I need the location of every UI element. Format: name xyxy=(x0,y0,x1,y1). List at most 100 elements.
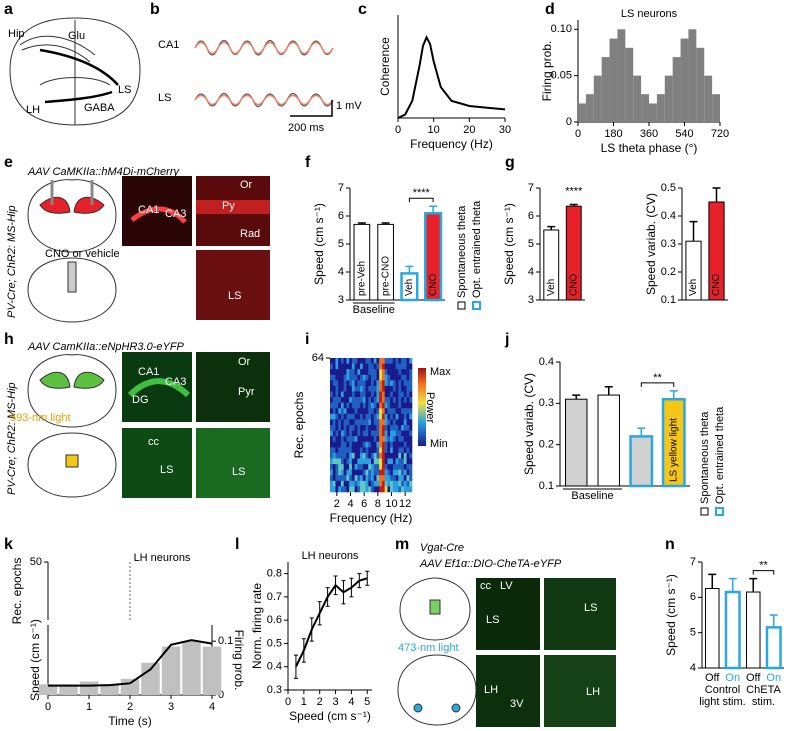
heatmap-cell xyxy=(381,408,385,415)
y-tick-label: 0.3 xyxy=(661,238,676,250)
heatmap-cell xyxy=(365,425,369,431)
heatmap-cell xyxy=(387,408,391,415)
heatmap-cell xyxy=(406,464,410,470)
bar xyxy=(745,591,761,669)
heatmap-cell xyxy=(398,402,402,409)
colorbar-label: Max xyxy=(430,366,451,378)
heatmap-cell xyxy=(406,452,410,459)
x-axis-label: Frequency (Hz) xyxy=(330,511,413,525)
micrograph xyxy=(544,655,616,727)
y-tick-label: 5 xyxy=(690,627,696,639)
heatmap-cell xyxy=(357,458,361,465)
heatmap-cell xyxy=(384,452,388,459)
heatmap-cell xyxy=(398,358,402,364)
heatmap-cell xyxy=(362,464,366,470)
heatmap-cell xyxy=(346,452,350,459)
heatmap-cell xyxy=(381,447,385,454)
heatmap-cell xyxy=(392,430,396,437)
heatmap-cell xyxy=(401,397,405,403)
heatmap-cell xyxy=(338,413,342,420)
heatmap-cell xyxy=(360,436,364,443)
heatmap-cell xyxy=(373,419,377,426)
heatmap-cell xyxy=(349,430,353,437)
heatmap-cell xyxy=(381,358,385,364)
heatmap-cell xyxy=(381,436,385,443)
heatmap-cell xyxy=(338,358,342,364)
heatmap-cell xyxy=(357,480,361,487)
heatmap-cell xyxy=(360,408,364,415)
heatmap-cell xyxy=(371,480,375,487)
heatmap-cell xyxy=(379,408,383,415)
heatmap-cell xyxy=(362,480,366,487)
heatmap-cell xyxy=(357,363,361,370)
heatmap-cell xyxy=(362,363,366,370)
mouse-label: Vgat-Cre xyxy=(420,542,464,554)
heatmap-cell xyxy=(351,374,355,381)
heatmap-cell xyxy=(384,425,388,431)
x-tick-label: 0 xyxy=(575,128,581,140)
histogram-bar xyxy=(680,38,689,122)
heatmap-cell xyxy=(357,419,361,426)
legend-swatch xyxy=(715,507,724,516)
x-tick-label: 0 xyxy=(45,701,51,713)
heatmap-cell xyxy=(379,447,383,454)
y-tick-label: 0.10 xyxy=(551,23,572,35)
heatmap-cell xyxy=(390,486,394,493)
heatmap-cell xyxy=(330,469,334,476)
heatmap-cell xyxy=(368,441,372,448)
heatmap-cell xyxy=(373,369,377,376)
heatmap-cell xyxy=(343,441,347,448)
heatmap-cell xyxy=(360,458,364,465)
heatmap-cell xyxy=(338,402,342,409)
x-axis-label: LS theta phase (°) xyxy=(601,141,698,155)
heatmap-cell xyxy=(373,475,377,482)
heatmap-cell xyxy=(349,380,353,387)
heatmap-cell xyxy=(381,385,385,392)
error-bar xyxy=(317,601,322,626)
heatmap-cell xyxy=(346,430,350,437)
heatmap-cell xyxy=(384,369,388,376)
heatmap-cell xyxy=(379,480,383,487)
heatmap-cell xyxy=(330,419,334,426)
bar xyxy=(120,678,140,695)
heatmap-cell xyxy=(351,413,355,420)
heatmap-cell xyxy=(360,452,364,459)
y-axis-label: Rec. epochs xyxy=(292,392,306,459)
y-tick-label: 3 xyxy=(528,294,534,306)
heatmap-cell xyxy=(373,358,377,364)
heatmap-cell xyxy=(398,469,402,476)
heatmap-cell xyxy=(365,458,369,465)
heatmap-cell xyxy=(401,358,405,364)
heatmap-cell xyxy=(371,425,375,431)
heatmap-cell xyxy=(390,441,394,448)
heatmap-cell xyxy=(365,486,369,493)
heatmap-cell xyxy=(343,475,347,482)
heatmap-cell xyxy=(398,397,402,403)
bar xyxy=(597,394,620,487)
heatmap-cell xyxy=(338,374,342,381)
image-label: CA1 xyxy=(138,366,159,378)
x-tick-label: 4 xyxy=(348,696,354,708)
heatmap-cell xyxy=(379,452,383,459)
heatmap-cell xyxy=(335,480,339,487)
heatmap-cell xyxy=(340,480,344,487)
heatmap-cell xyxy=(332,397,336,403)
bar xyxy=(79,681,99,695)
category-label: Off xyxy=(705,672,720,684)
histogram-bar xyxy=(617,29,626,122)
heatmap-cell xyxy=(343,458,347,465)
line xyxy=(295,577,368,668)
mouse-label: PV-Cre; ChR2: MS-Hip xyxy=(6,205,18,318)
heatmap-cell xyxy=(371,436,375,443)
heatmap-cell xyxy=(351,458,355,465)
x-axis-label: Speed (cm s⁻¹) xyxy=(289,709,371,723)
heatmap-cell xyxy=(384,458,388,465)
heatmap-cell xyxy=(379,436,383,443)
heatmap-cell xyxy=(401,486,405,493)
image-label: CA1 xyxy=(138,204,159,216)
heatmap-cell xyxy=(362,458,366,465)
panel-label: c xyxy=(358,1,367,18)
heatmap-cell xyxy=(368,391,372,398)
heatmap-cell xyxy=(330,430,334,437)
significance-bracket xyxy=(752,570,775,575)
